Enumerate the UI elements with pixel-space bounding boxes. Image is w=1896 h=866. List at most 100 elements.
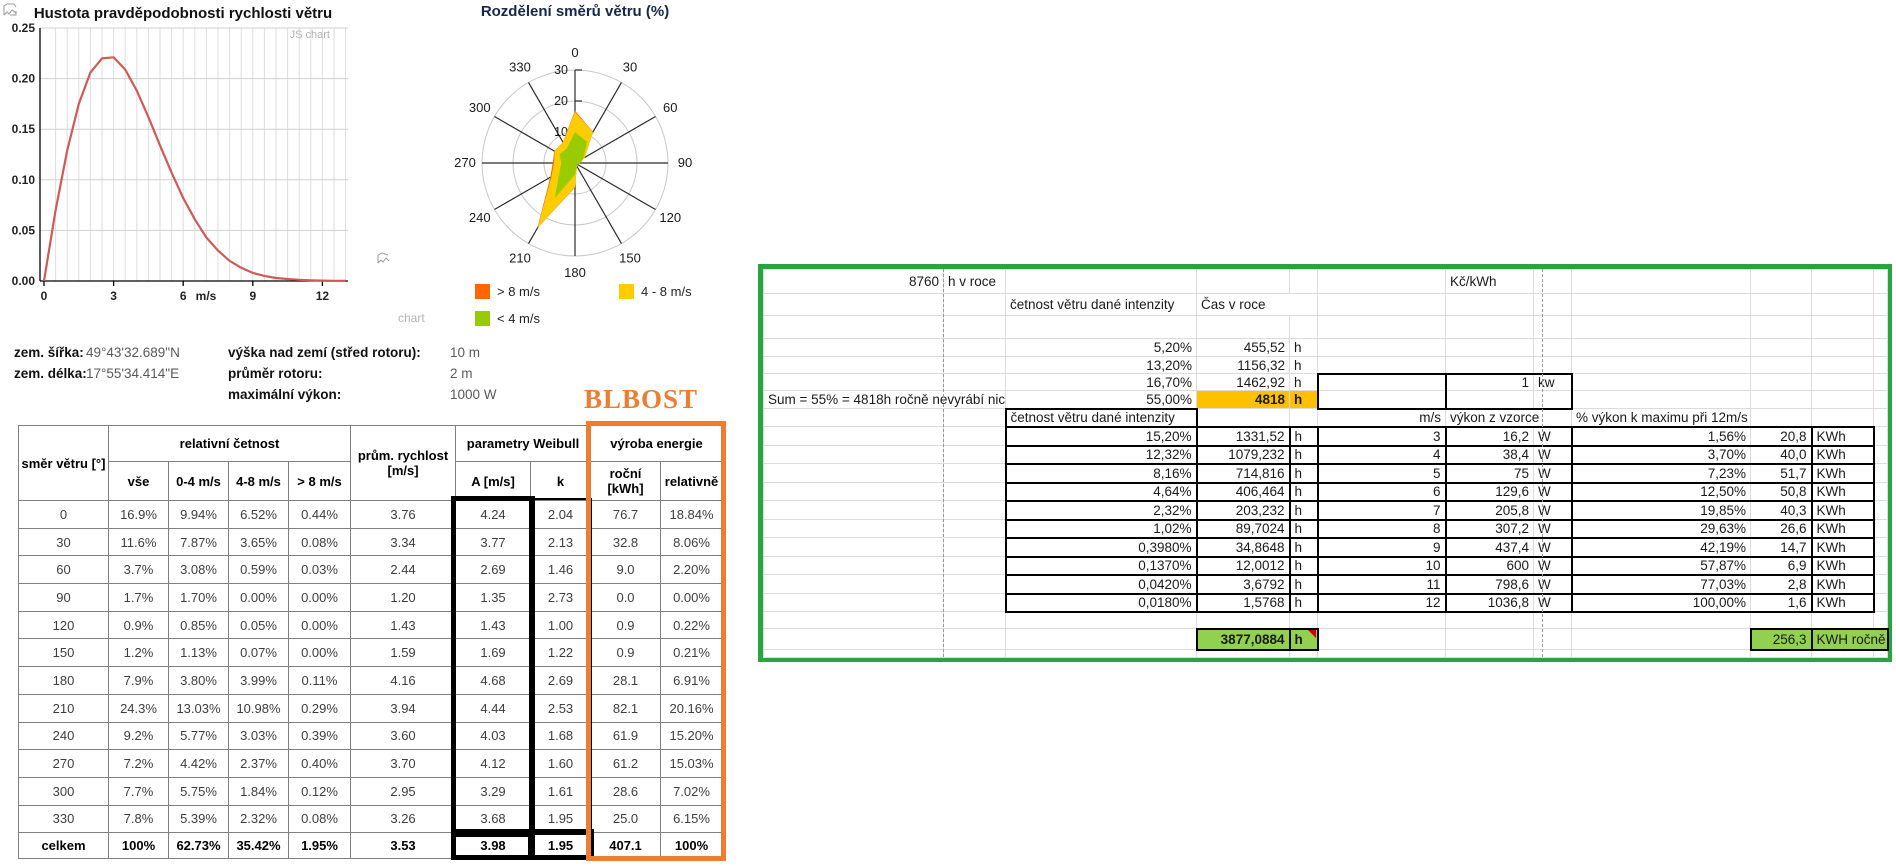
spreadsheet-cell[interactable]: 6	[1317, 481, 1446, 502]
spreadsheet-cell[interactable]: h	[1289, 390, 1318, 409]
spreadsheet-cell[interactable]	[1571, 373, 1751, 391]
spreadsheet-cell[interactable]: h	[1289, 356, 1318, 374]
spreadsheet-cell[interactable]	[943, 315, 1006, 339]
spreadsheet-cell[interactable]	[1873, 445, 1888, 464]
spreadsheet-cell[interactable]	[1873, 293, 1888, 316]
spreadsheet-cell[interactable]: 26,6	[1750, 518, 1812, 539]
spreadsheet-cell[interactable]	[1873, 593, 1888, 612]
spreadsheet-cell[interactable]: 205,8	[1444, 499, 1534, 521]
spreadsheet-cell[interactable]: 1462,92	[1196, 373, 1290, 391]
spreadsheet-cell[interactable]	[763, 649, 944, 658]
spreadsheet-cell[interactable]	[1317, 356, 1446, 374]
spreadsheet-cell[interactable]: W	[1533, 499, 1573, 521]
spreadsheet-cell[interactable]: m/s	[1317, 408, 1446, 427]
spreadsheet-cell[interactable]: 1331,52	[1195, 425, 1290, 447]
spreadsheet-cell[interactable]: 8,16%	[1004, 462, 1197, 484]
spreadsheet-cell[interactable]	[943, 649, 1006, 658]
spreadsheet-cell[interactable]	[1289, 649, 1318, 658]
spreadsheet-cell[interactable]	[1445, 390, 1534, 410]
spreadsheet-cell[interactable]	[1533, 356, 1572, 374]
spreadsheet-cell[interactable]	[1811, 649, 1874, 658]
spreadsheet-cell[interactable]	[1873, 269, 1888, 294]
spreadsheet-cell[interactable]: 89,7024	[1195, 518, 1290, 539]
spreadsheet-cell[interactable]: 40,0	[1750, 444, 1812, 465]
spreadsheet-cell[interactable]	[1317, 315, 1446, 339]
spreadsheet-cell[interactable]	[943, 356, 1006, 374]
spreadsheet-cell[interactable]: 307,2	[1444, 518, 1534, 539]
spreadsheet-cell[interactable]	[943, 574, 1006, 594]
spreadsheet-cell[interactable]: 1,56%	[1571, 425, 1751, 447]
spreadsheet-cell[interactable]: 1,5768	[1195, 592, 1290, 613]
spreadsheet-cell[interactable]: 600	[1444, 555, 1534, 576]
spreadsheet-cell[interactable]	[943, 556, 1006, 575]
spreadsheet-cell[interactable]: četnost větru dané intenzity	[1005, 293, 1197, 316]
spreadsheet-cell[interactable]	[943, 293, 1006, 316]
spreadsheet-cell[interactable]	[763, 356, 944, 374]
spreadsheet-cell[interactable]	[1317, 338, 1446, 357]
spreadsheet-cell[interactable]: 3,6792	[1195, 573, 1290, 595]
spreadsheet-cell[interactable]: W	[1533, 425, 1573, 447]
spreadsheet-cell[interactable]	[1873, 338, 1888, 357]
spreadsheet-cell[interactable]: 1,6	[1750, 592, 1812, 613]
spreadsheet-cell[interactable]: h	[1289, 373, 1318, 391]
spreadsheet-cell[interactable]	[1873, 356, 1888, 374]
spreadsheet-cell[interactable]: 12,50%	[1571, 481, 1751, 502]
spreadsheet-cell[interactable]	[763, 293, 944, 316]
spreadsheet-cell[interactable]	[1196, 649, 1290, 658]
spreadsheet-cell[interactable]	[1811, 373, 1874, 391]
spreadsheet-cell[interactable]: 10	[1317, 555, 1446, 576]
spreadsheet-cell[interactable]: 5,20%	[1005, 338, 1197, 357]
spreadsheet-cell[interactable]: 55,00%	[1005, 390, 1197, 409]
spreadsheet-cell[interactable]: kw	[1533, 372, 1573, 391]
spreadsheet-cell[interactable]	[1005, 649, 1197, 658]
spreadsheet-cell[interactable]: 5	[1317, 462, 1446, 484]
spreadsheet-cell[interactable]: 16,70%	[1005, 373, 1197, 391]
spreadsheet-cell[interactable]	[1873, 611, 1888, 629]
spreadsheet-cell[interactable]: h	[1288, 555, 1319, 576]
spreadsheet-cell[interactable]	[1533, 293, 1572, 316]
spreadsheet-cell[interactable]	[1873, 574, 1888, 594]
spreadsheet-cell[interactable]: h	[1288, 444, 1319, 465]
spreadsheet-cell[interactable]	[1289, 611, 1318, 629]
spreadsheet-cell[interactable]	[1196, 269, 1290, 294]
spreadsheet-cell[interactable]: 2,8	[1750, 573, 1812, 595]
spreadsheet-cell[interactable]: 0,3980%	[1004, 536, 1197, 558]
spreadsheet-cell[interactable]	[1571, 338, 1751, 357]
spreadsheet-cell[interactable]	[763, 373, 944, 391]
spreadsheet-cell[interactable]	[943, 500, 1006, 520]
spreadsheet-cell[interactable]	[1571, 356, 1751, 374]
spreadsheet-cell[interactable]: 7,23%	[1571, 462, 1751, 484]
spreadsheet-cell[interactable]: W	[1533, 555, 1573, 576]
spreadsheet-cell[interactable]: 4	[1317, 444, 1446, 465]
spreadsheet-cell[interactable]	[763, 500, 944, 520]
spreadsheet-cell[interactable]	[1811, 356, 1874, 374]
spreadsheet-cell[interactable]	[1750, 356, 1812, 374]
spreadsheet-cell[interactable]	[1317, 611, 1446, 629]
spreadsheet-cell[interactable]	[1445, 315, 1534, 339]
spreadsheet-cell[interactable]	[1445, 649, 1534, 658]
spreadsheet-cell[interactable]: KWh	[1810, 481, 1875, 502]
spreadsheet-cell[interactable]	[1571, 628, 1751, 650]
spreadsheet-cell[interactable]: 20,8	[1750, 425, 1812, 447]
spreadsheet-cell[interactable]	[1289, 408, 1318, 427]
spreadsheet-cell[interactable]: W	[1533, 518, 1573, 539]
spreadsheet-cell[interactable]	[763, 482, 944, 501]
spreadsheet-cell[interactable]	[943, 338, 1006, 357]
spreadsheet-cell[interactable]	[1317, 628, 1446, 650]
spreadsheet-cell[interactable]	[1873, 519, 1888, 538]
spreadsheet-cell[interactable]	[1750, 611, 1812, 629]
spreadsheet-cell[interactable]	[1873, 463, 1888, 483]
spreadsheet-cell[interactable]	[1289, 269, 1318, 294]
spreadsheet-cell[interactable]	[943, 482, 1006, 501]
spreadsheet-cell[interactable]: h	[1288, 536, 1319, 558]
spreadsheet-cell[interactable]	[1873, 426, 1888, 446]
spreadsheet-cell[interactable]: 3877,0884	[1195, 627, 1291, 651]
spreadsheet-cell[interactable]	[1750, 293, 1812, 316]
spreadsheet-cell[interactable]	[763, 574, 944, 594]
spreadsheet-cell[interactable]: 3,70%	[1571, 444, 1751, 465]
spreadsheet-cell[interactable]: KWh	[1810, 518, 1875, 539]
spreadsheet-cell[interactable]: KWh	[1810, 462, 1875, 484]
spreadsheet-cell[interactable]: četnost větru dané intenzity	[1004, 407, 1198, 428]
spreadsheet-cell[interactable]	[1873, 556, 1888, 575]
spreadsheet-cell[interactable]	[943, 445, 1006, 464]
